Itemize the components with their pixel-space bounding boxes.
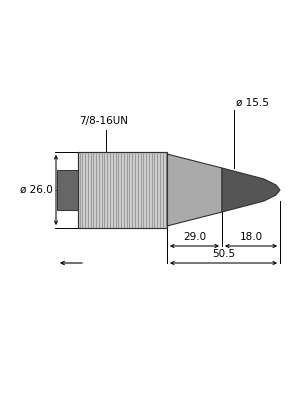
Text: ø 15.5: ø 15.5: [236, 98, 269, 108]
Text: ø 26.0: ø 26.0: [20, 185, 53, 195]
Text: 29.0: 29.0: [183, 232, 206, 242]
Bar: [78, 152, 167, 228]
Bar: [57, 170, 78, 210]
Bar: [78, 152, 167, 228]
Text: 7/8-16UN: 7/8-16UN: [80, 116, 129, 126]
Polygon shape: [222, 168, 280, 212]
Text: 50.5: 50.5: [212, 249, 235, 259]
Polygon shape: [167, 154, 222, 226]
Text: 18.0: 18.0: [239, 232, 263, 242]
